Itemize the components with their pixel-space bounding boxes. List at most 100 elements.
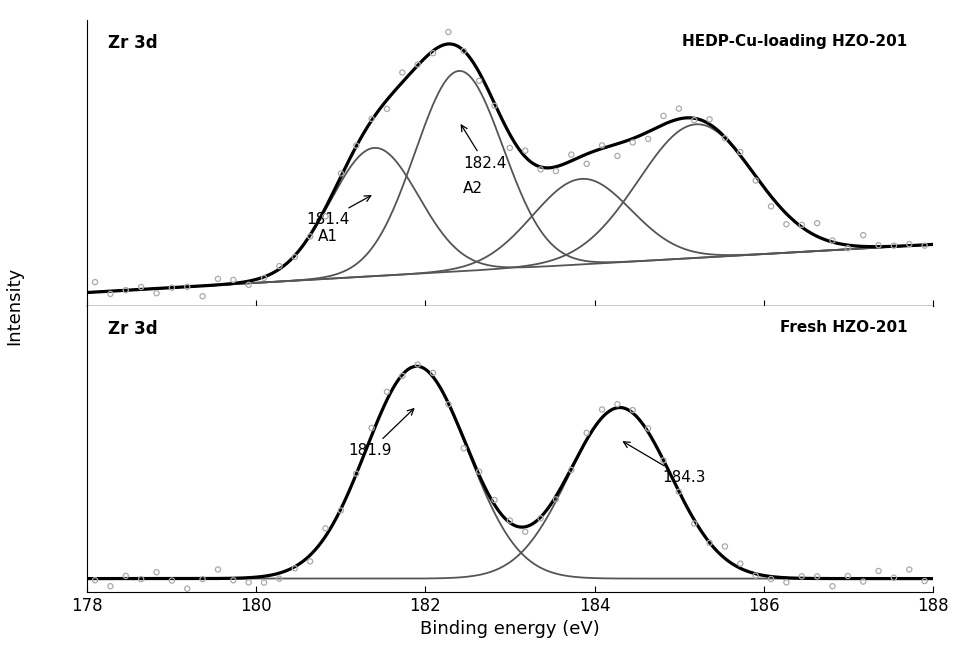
Point xyxy=(425,368,440,378)
Point xyxy=(118,571,134,581)
Point xyxy=(286,563,302,574)
Point xyxy=(885,240,900,251)
Text: 181.9: 181.9 xyxy=(348,409,413,458)
Point xyxy=(195,574,210,585)
Point xyxy=(563,465,579,475)
Point xyxy=(394,67,409,78)
Point xyxy=(671,487,686,497)
Point xyxy=(348,140,363,151)
Point xyxy=(717,541,732,552)
Point xyxy=(363,114,379,124)
Point xyxy=(686,518,702,529)
Point xyxy=(271,573,286,584)
Point xyxy=(655,110,671,121)
Point xyxy=(241,577,257,588)
Point xyxy=(824,581,839,592)
Text: A2: A2 xyxy=(463,181,482,196)
Point xyxy=(379,104,394,114)
Text: Zr 3d: Zr 3d xyxy=(108,320,158,338)
Point xyxy=(440,399,456,410)
Point xyxy=(195,291,210,301)
Point xyxy=(717,133,732,144)
Point xyxy=(103,289,118,299)
Point xyxy=(134,282,149,293)
Point xyxy=(256,273,271,283)
Point xyxy=(870,566,885,577)
Point xyxy=(118,285,134,295)
Point xyxy=(456,46,471,57)
Point xyxy=(686,115,702,126)
X-axis label: Binding energy (eV): Binding energy (eV) xyxy=(420,620,599,638)
Point xyxy=(777,577,793,588)
Point xyxy=(532,513,548,523)
Point xyxy=(748,571,763,581)
Point xyxy=(409,359,425,370)
Point xyxy=(286,252,302,263)
Point xyxy=(702,537,717,548)
Point xyxy=(103,581,118,592)
Point xyxy=(363,423,379,434)
Point xyxy=(149,567,164,578)
Point xyxy=(502,142,517,153)
Point xyxy=(824,235,839,246)
Point xyxy=(854,577,870,587)
Point xyxy=(854,230,870,241)
Point xyxy=(732,559,748,569)
Point xyxy=(210,564,226,575)
Point xyxy=(579,158,594,169)
Point xyxy=(317,523,333,534)
Point xyxy=(394,370,409,381)
Point xyxy=(808,218,824,229)
Point xyxy=(870,240,885,251)
Point xyxy=(808,571,824,582)
Point xyxy=(134,574,149,585)
Point xyxy=(839,571,854,581)
Point xyxy=(87,575,103,586)
Point xyxy=(916,576,931,587)
Point xyxy=(317,211,333,221)
Point xyxy=(777,219,793,229)
Text: HEDP-Cu-loading HZO-201: HEDP-Cu-loading HZO-201 xyxy=(681,34,907,49)
Point xyxy=(793,219,808,230)
Point xyxy=(241,279,257,290)
Point xyxy=(226,275,241,285)
Point xyxy=(594,140,609,151)
Point xyxy=(517,527,532,537)
Point xyxy=(333,505,348,516)
Point xyxy=(379,386,394,397)
Point xyxy=(180,583,195,594)
Point xyxy=(302,231,317,242)
Point xyxy=(609,399,625,410)
Point xyxy=(839,243,854,253)
Point xyxy=(333,168,348,179)
Point xyxy=(486,100,502,111)
Point xyxy=(563,149,579,160)
Point xyxy=(625,405,640,416)
Point xyxy=(762,574,777,585)
Point xyxy=(226,575,241,586)
Point xyxy=(471,466,486,477)
Point xyxy=(702,114,717,124)
Point xyxy=(486,495,502,505)
Point xyxy=(256,577,271,588)
Point xyxy=(210,273,226,284)
Point xyxy=(87,277,103,287)
Point xyxy=(671,103,686,114)
Point xyxy=(900,564,916,575)
Point xyxy=(594,404,609,415)
Point xyxy=(409,59,425,70)
Point xyxy=(916,240,931,251)
Point xyxy=(440,27,456,37)
Point xyxy=(732,147,748,158)
Point xyxy=(271,261,286,271)
Point xyxy=(532,164,548,175)
Point xyxy=(640,134,655,144)
Point xyxy=(579,428,594,438)
Point xyxy=(655,455,671,465)
Text: 182.4: 182.4 xyxy=(460,125,506,171)
Point xyxy=(180,281,195,292)
Point xyxy=(885,573,900,583)
Text: Zr 3d: Zr 3d xyxy=(108,34,158,53)
Point xyxy=(625,137,640,148)
Text: Fresh HZO-201: Fresh HZO-201 xyxy=(779,320,907,335)
